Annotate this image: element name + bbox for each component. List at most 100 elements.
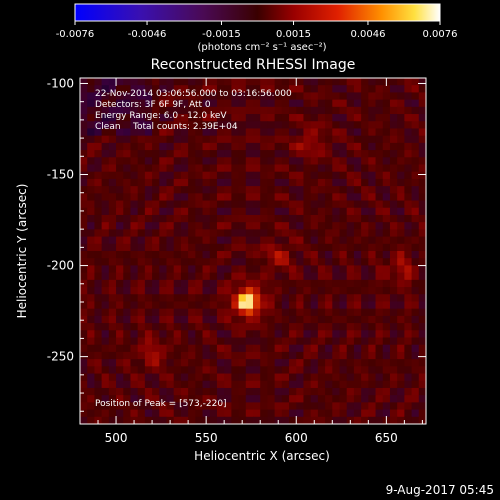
image-pixel [317, 373, 326, 382]
image-pixel [188, 178, 196, 187]
image-pixel [159, 106, 168, 115]
image-pixel [303, 164, 312, 173]
image-pixel [130, 409, 139, 418]
image-pixel [404, 243, 413, 252]
image-pixel [123, 157, 132, 166]
image-pixel [195, 265, 204, 274]
image-pixel [159, 279, 168, 288]
image-pixel [375, 387, 384, 396]
image-pixel [274, 308, 283, 317]
image-pixel [180, 251, 189, 259]
image-pixel [209, 272, 218, 281]
image-pixel [137, 323, 146, 331]
image-pixel [101, 157, 110, 166]
image-pixel [87, 243, 96, 252]
image-pixel [404, 308, 413, 317]
image-pixel [80, 171, 88, 180]
image-pixel [317, 409, 326, 418]
image-pixel [332, 258, 341, 267]
y-tick-label: -100 [47, 76, 74, 90]
image-pixel [303, 157, 312, 166]
image-pixel [389, 387, 398, 396]
image-pixel [260, 344, 269, 353]
image-pixel [253, 236, 261, 245]
image-pixel [353, 287, 362, 295]
image-pixel [303, 380, 312, 389]
image-pixel [368, 279, 377, 288]
image-pixel [238, 301, 247, 310]
image-pixel [289, 351, 297, 360]
image-pixel [202, 207, 211, 216]
image-pixel [137, 85, 146, 94]
image-pixel [231, 251, 240, 259]
image-pixel [253, 243, 261, 252]
image-pixel [339, 214, 348, 223]
image-pixel [144, 351, 153, 360]
image-pixel [94, 171, 103, 180]
image-pixel [108, 409, 117, 418]
image-pixel [389, 222, 398, 230]
image-pixel [144, 344, 153, 353]
image-pixel [332, 380, 341, 389]
image-pixel [116, 150, 124, 158]
image-pixel [418, 366, 426, 375]
image-pixel [368, 272, 377, 281]
image-pixel [224, 344, 232, 353]
image-pixel [202, 178, 211, 187]
image-pixel [325, 265, 333, 274]
image-pixel [260, 359, 269, 367]
image-pixel [253, 279, 261, 288]
image-pixel [411, 366, 420, 375]
image-pixel [123, 229, 132, 238]
image-pixel [368, 294, 377, 303]
image-pixel [80, 287, 88, 295]
image-pixel [418, 142, 426, 151]
image-pixel [382, 157, 391, 166]
image-pixel [267, 178, 276, 187]
image-pixel [224, 128, 232, 137]
image-pixel [339, 416, 348, 424]
image-pixel [404, 301, 413, 310]
image-pixel [231, 330, 240, 339]
image-pixel [325, 92, 333, 101]
image-pixel [166, 121, 175, 130]
image-pixel [281, 114, 290, 122]
image-pixel [224, 106, 232, 115]
image-pixel [159, 207, 168, 216]
image-pixel [173, 409, 182, 418]
image-pixel [245, 229, 254, 238]
image-pixel [209, 92, 218, 101]
image-pixel [245, 416, 254, 424]
image-pixel [108, 373, 117, 382]
image-pixel [231, 323, 240, 331]
image-pixel [87, 236, 96, 245]
image-pixel [80, 294, 88, 303]
image-pixel [325, 106, 333, 115]
image-pixel [253, 99, 261, 108]
image-pixel [116, 301, 124, 310]
image-pixel [173, 351, 182, 360]
image-pixel [389, 366, 398, 375]
image-pixel [231, 409, 240, 418]
image-pixel [397, 330, 405, 339]
image-pixel [159, 92, 168, 101]
image-pixel [188, 359, 196, 367]
image-pixel [87, 366, 96, 375]
image-pixel [87, 387, 96, 396]
image-pixel [353, 258, 362, 267]
image-pixel [389, 236, 398, 245]
image-pixel [411, 308, 420, 317]
image-pixel [339, 128, 348, 137]
image-pixel [411, 157, 420, 166]
image-pixel [418, 330, 426, 339]
image-pixel [94, 229, 103, 238]
image-pixel [180, 279, 189, 288]
image-pixel [332, 150, 341, 158]
image-pixel [224, 387, 232, 396]
image-pixel [216, 380, 225, 389]
image-pixel [152, 171, 160, 180]
image-pixel [418, 236, 426, 245]
image-pixel [368, 142, 377, 151]
image-pixel [389, 409, 398, 418]
image-pixel [397, 380, 405, 389]
